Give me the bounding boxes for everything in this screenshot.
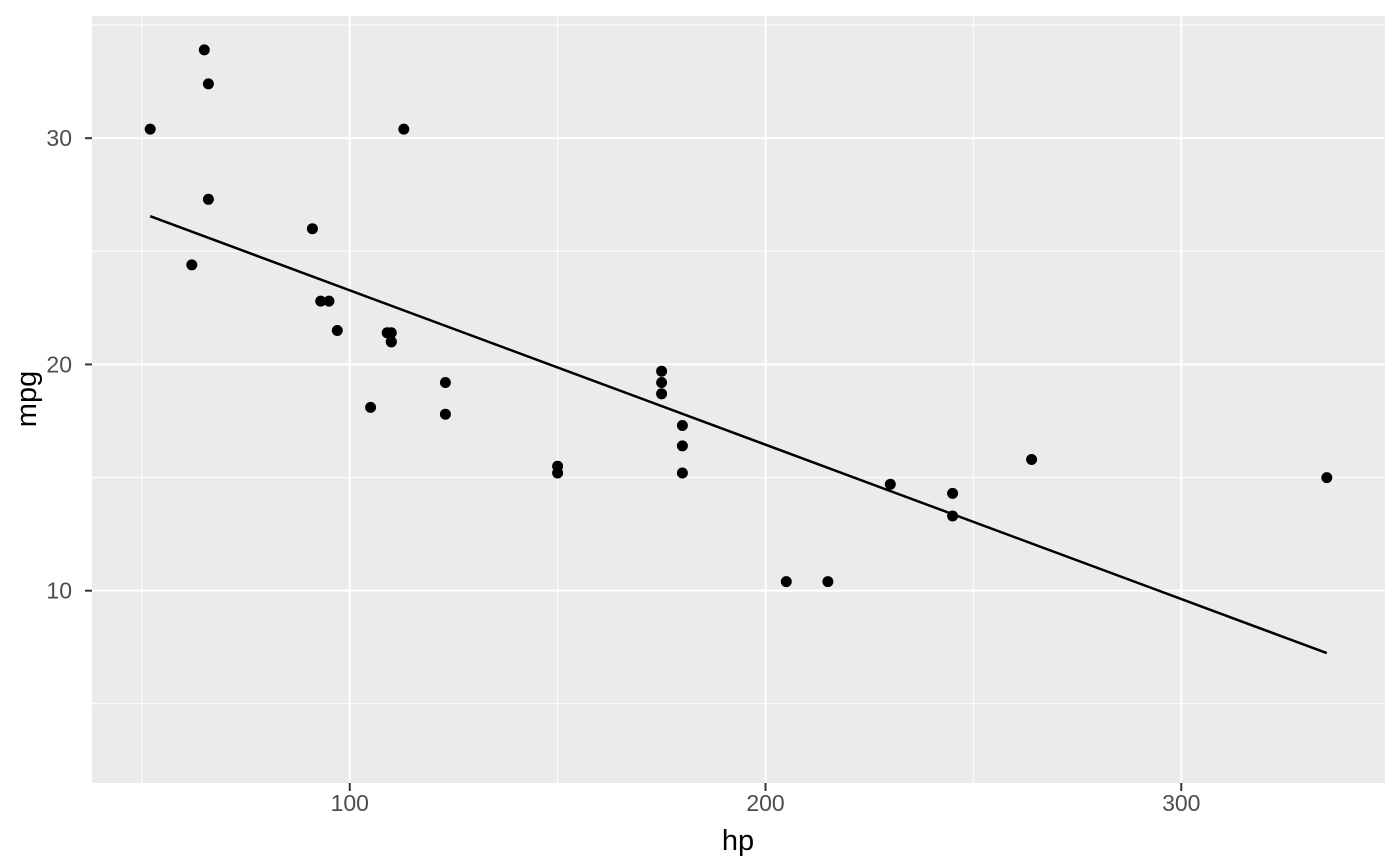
data-point (198, 44, 210, 56)
trend-line-layer (149, 215, 1328, 655)
data-point (331, 325, 343, 336)
data-point (1321, 472, 1333, 484)
data-point (947, 487, 959, 499)
data-point (822, 576, 834, 588)
data-point (186, 259, 198, 271)
y-tick-label: 10 (46, 578, 72, 604)
data-point (202, 193, 214, 205)
data-points (144, 44, 1333, 588)
y-tick-label: 30 (46, 125, 72, 151)
axis-tick-marks (85, 137, 1183, 791)
data-point (884, 478, 896, 490)
data-point (385, 336, 397, 348)
data-point (323, 295, 335, 307)
data-point (306, 223, 318, 235)
minor-gridlines (92, 16, 1385, 783)
data-point (439, 377, 451, 388)
data-point (144, 123, 156, 135)
data-point (676, 440, 688, 452)
data-point (202, 78, 214, 90)
y-tick-label: 20 (46, 351, 72, 377)
x-axis-title: hp (722, 825, 754, 857)
data-point (398, 123, 410, 135)
x-tick-label: 300 (1162, 790, 1200, 816)
x-tick-label: 200 (746, 790, 784, 816)
data-point (780, 576, 792, 588)
x-tick-label: 100 (331, 790, 369, 816)
data-point (676, 420, 688, 431)
data-point (552, 467, 564, 479)
data-point (656, 388, 668, 400)
data-point (676, 467, 688, 479)
data-point (381, 327, 393, 339)
data-point (365, 401, 377, 413)
data-point (1026, 454, 1038, 465)
axis-tick-labels: 100 200 300 10 20 30 (46, 125, 1200, 816)
plot-panel (92, 16, 1385, 783)
data-point (315, 295, 327, 307)
regression-line (149, 215, 1328, 655)
y-axis-title: mpg (11, 371, 43, 427)
data-point (439, 408, 451, 420)
data-point (656, 365, 668, 377)
data-point (656, 377, 668, 388)
panel-background (92, 16, 1385, 783)
major-gridlines (92, 16, 1385, 783)
